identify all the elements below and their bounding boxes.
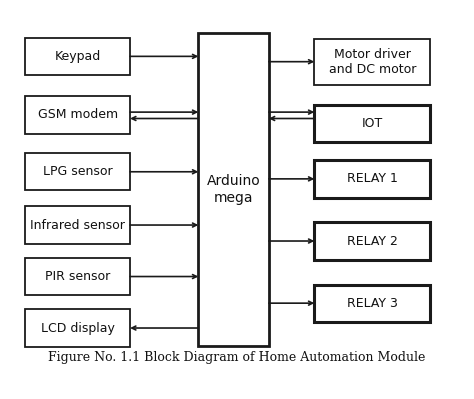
Text: RELAY 1: RELAY 1 [347,172,398,186]
Text: Motor driver
and DC motor: Motor driver and DC motor [328,48,416,76]
FancyBboxPatch shape [26,153,130,190]
FancyBboxPatch shape [26,309,130,347]
Text: RELAY 2: RELAY 2 [347,235,398,247]
Text: RELAY 3: RELAY 3 [347,297,398,310]
Text: Arduino
mega: Arduino mega [207,174,260,205]
FancyBboxPatch shape [26,206,130,244]
FancyBboxPatch shape [314,39,430,85]
FancyBboxPatch shape [198,33,269,346]
Text: PIR sensor: PIR sensor [45,270,110,283]
FancyBboxPatch shape [314,160,430,198]
Text: Keypad: Keypad [55,50,101,63]
Text: LPG sensor: LPG sensor [43,165,112,178]
FancyBboxPatch shape [26,38,130,75]
FancyBboxPatch shape [26,96,130,134]
Text: IOT: IOT [362,117,383,130]
FancyBboxPatch shape [314,105,430,142]
FancyBboxPatch shape [314,284,430,322]
Text: GSM modem: GSM modem [37,109,118,121]
FancyBboxPatch shape [314,222,430,260]
FancyBboxPatch shape [26,258,130,295]
Text: LCD display: LCD display [41,322,115,334]
Text: Figure No. 1.1 Block Diagram of Home Automation Module: Figure No. 1.1 Block Diagram of Home Aut… [48,351,426,363]
Text: Infrared sensor: Infrared sensor [30,219,125,231]
